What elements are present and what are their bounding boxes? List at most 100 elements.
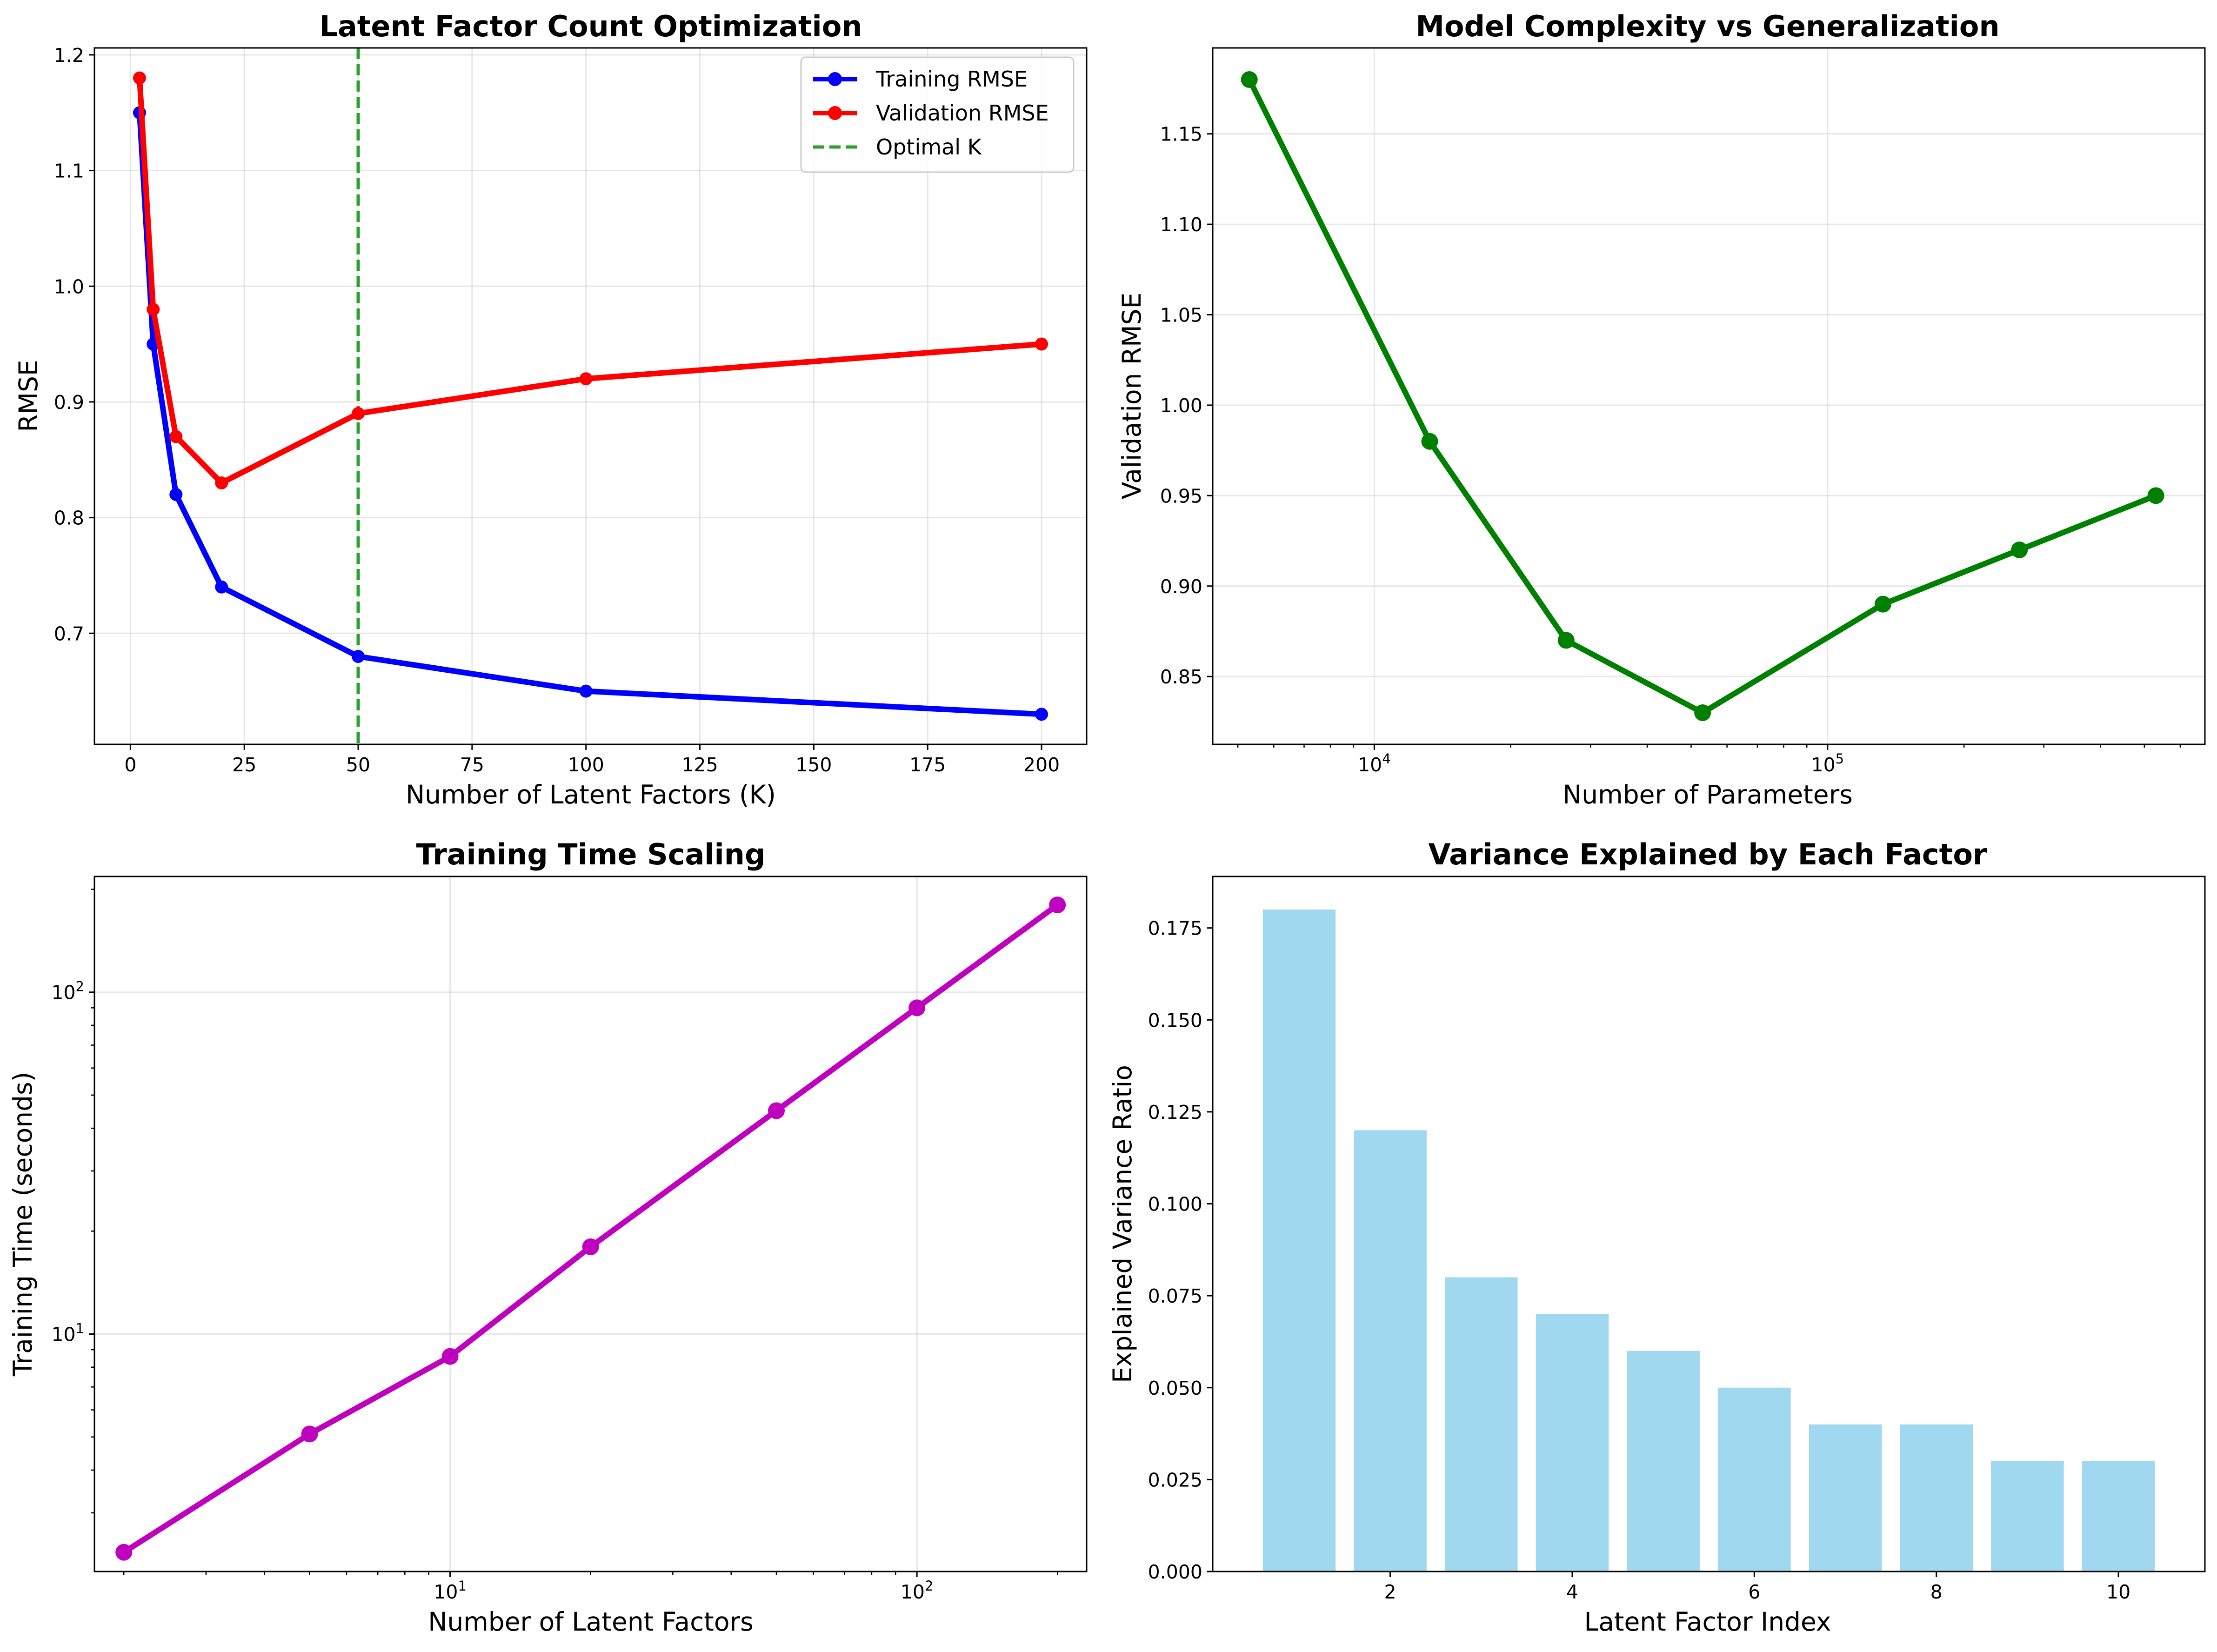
bar (1991, 1461, 2064, 1572)
y-tick-label: 0.85 (1160, 666, 1202, 688)
panel-model-complexity: Model Complexity vs Generalization 104 10… (1117, 9, 2206, 809)
legend-validation-label: Validation RMSE (876, 100, 1049, 126)
x-tick-label: 4 (1566, 1581, 1578, 1603)
bar (1718, 1387, 1791, 1572)
validation-rmse-point (215, 476, 228, 490)
validation-rmse-point (1557, 632, 1575, 649)
bar (1627, 1351, 1700, 1572)
y-tick-label: 0.050 (1148, 1377, 1202, 1399)
validation-rmse-point (579, 372, 593, 386)
validation-rmse-line (1246, 77, 2159, 716)
y-tick-label: 0.7 (54, 622, 84, 645)
validation-rmse-point (2011, 542, 2028, 559)
x-tick-label: 175 (909, 754, 946, 776)
training-time-point (582, 1238, 599, 1255)
x-tick-label: 50 (346, 754, 370, 776)
x-tick-label: 125 (681, 754, 718, 776)
training-rmse-point (215, 580, 228, 594)
x-axis-label: Latent Factor Index (1584, 1607, 1831, 1637)
panel-variance-explained: Variance Explained by Each Factor 2 4 6 8 10… (1108, 837, 2206, 1637)
panel-training-time: Training Time Scaling 101 102 101 102 Numbe… (8, 837, 1088, 1637)
chart-title: Latent Factor Count Optimization (319, 9, 862, 43)
validation-rmse-point (1874, 595, 1891, 613)
y-tick-label: 0.075 (1148, 1285, 1202, 1307)
panel-latent-factor-optimization: Latent Factor Count Optimization 0 25 50 75… (13, 9, 1088, 809)
x-tick-label: 2 (1384, 1581, 1396, 1603)
training-time-point (768, 1102, 785, 1119)
chart-title: Variance Explained by Each Factor (1428, 837, 1987, 871)
x-axis-label: Number of Latent Factors (428, 1607, 754, 1637)
legend-training-marker (828, 72, 842, 86)
training-time-point (301, 1425, 318, 1443)
y-tick-label: 0.8 (54, 507, 84, 529)
ticks: 0 25 50 75 100 125 150 175 200 0.7 0.8 0.9 1.0 1.1 1.2 (54, 44, 1060, 776)
chart-title: Training Time Scaling (416, 837, 766, 871)
x-tick-label: 100 (568, 754, 604, 776)
y-axis-label: Training Time (seconds) (8, 1072, 38, 1377)
y-tick-label: 1.2 (54, 44, 84, 67)
legend-box (800, 56, 1075, 173)
bar (2082, 1461, 2155, 1572)
y-tick-label: 101 (51, 1321, 84, 1346)
validation-rmse-point (1241, 71, 1258, 88)
x-tick-label: 150 (795, 754, 832, 776)
x-axis-label: Number of Parameters (1563, 780, 1853, 809)
grid (1213, 48, 2205, 744)
validation-rmse-point (1421, 433, 1438, 450)
training-time-point (1049, 896, 1066, 914)
training-rmse-point (169, 488, 183, 501)
ticks: 2 4 6 8 10 0.000 0.025 0.050 0.075 0.100 0.125 0.15… (1148, 917, 2131, 1603)
y-tick-label: 102 (51, 979, 84, 1004)
x-tick-label: 25 (232, 754, 256, 776)
series (115, 896, 1066, 1561)
y-tick-label: 0.100 (1148, 1193, 1202, 1216)
grid (94, 876, 1087, 1572)
axes-frame (93, 47, 1088, 745)
y-tick-label: 0.125 (1148, 1101, 1202, 1124)
bar (1445, 1277, 1518, 1572)
x-tick-label: 8 (1930, 1581, 1943, 1603)
x-tick-label: 104 (1358, 751, 1391, 776)
validation-rmse-point (1035, 337, 1048, 351)
bar (1354, 1130, 1427, 1572)
bar (1900, 1424, 1973, 1572)
training-time-point (441, 1348, 459, 1365)
x-tick-label: 10 (2106, 1581, 2130, 1603)
y-axis-label: RMSE (13, 360, 43, 432)
ticks: 104 105 0.85 0.90 0.95 1.00 1.05 1.10 1.15 (1160, 123, 2181, 776)
validation-rmse-point (352, 407, 365, 420)
y-tick-label: 1.05 (1160, 304, 1202, 327)
y-tick-label: 0.000 (1148, 1561, 1202, 1583)
y-tick-label: 0.150 (1148, 1009, 1202, 1031)
legend-validation-marker (828, 106, 842, 120)
chart-title: Model Complexity vs Generalization (1416, 9, 1999, 43)
x-tick-label: 101 (434, 1578, 467, 1603)
y-tick-label: 1.15 (1160, 123, 1202, 146)
bar (1536, 1314, 1609, 1572)
training-rmse-point (1035, 708, 1048, 721)
series (1241, 71, 2164, 721)
legend-training-label: Training RMSE (875, 67, 1028, 92)
legend-optimal-label: Optimal K (876, 134, 982, 160)
legend: Training RMSE Validation RMSE Optimal K (800, 56, 1075, 173)
x-tick-label: 200 (1023, 754, 1060, 776)
training-rmse-point (352, 650, 365, 663)
axes-frame (93, 876, 1088, 1572)
y-tick-label: 0.90 (1160, 575, 1202, 598)
y-tick-label: 0.9 (54, 391, 84, 414)
training-time-point (908, 999, 926, 1017)
y-tick-label: 0.175 (1148, 917, 1202, 940)
bar (1262, 910, 1336, 1572)
axes-frame (1212, 47, 2206, 745)
axes-frame (1212, 876, 2206, 1572)
validation-rmse-point (2147, 487, 2164, 504)
y-tick-label: 0.95 (1160, 485, 1202, 507)
training-time-point (115, 1544, 133, 1561)
training-rmse-point (579, 684, 593, 698)
x-tick-label: 105 (1811, 751, 1844, 776)
y-tick-label: 1.0 (54, 275, 84, 298)
validation-rmse-point (1694, 704, 1711, 721)
y-tick-label: 1.1 (54, 160, 84, 182)
x-tick-label: 102 (901, 1578, 934, 1603)
